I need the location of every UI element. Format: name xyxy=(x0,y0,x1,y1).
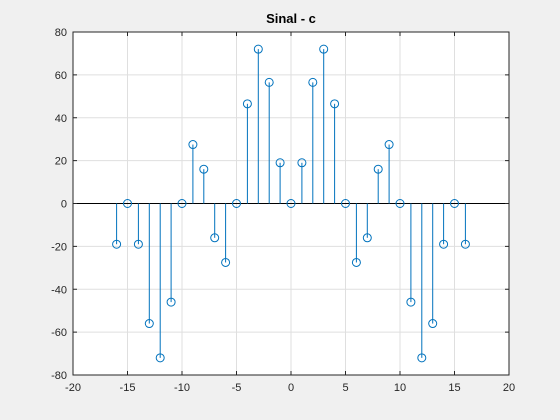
y-tick-label: 80 xyxy=(55,27,67,39)
x-tick-label: 10 xyxy=(394,382,406,394)
y-tick-label: -60 xyxy=(51,327,67,339)
chart-title: Sinal - c xyxy=(266,11,316,26)
stem-marker xyxy=(166,297,176,307)
ticks xyxy=(72,31,510,376)
y-tick-labels: -80 -60 -40 -20 0 20 40 60 80 xyxy=(51,27,67,382)
stem-marker xyxy=(232,199,241,208)
y-tick-label: 20 xyxy=(55,156,67,168)
stem-marker xyxy=(351,257,361,267)
x-tick-label: 0 xyxy=(288,382,294,394)
stem-marker xyxy=(362,233,372,243)
stem-marker xyxy=(275,158,285,168)
x-tick-label: -10 xyxy=(174,382,190,394)
stem-marker xyxy=(264,77,274,87)
y-tick-label: -20 xyxy=(51,241,67,253)
stem-marker xyxy=(395,199,405,208)
stem-marker xyxy=(406,297,416,307)
stem-marker xyxy=(319,44,329,54)
x-tick-label: 5 xyxy=(342,382,348,394)
stems xyxy=(112,44,470,363)
x-tick-label: -15 xyxy=(120,382,136,394)
y-tick-label: -40 xyxy=(51,284,67,296)
x-tick-label: -20 xyxy=(65,382,81,394)
stem-marker xyxy=(112,239,122,249)
stem-marker xyxy=(242,99,252,109)
y-tick-label: 40 xyxy=(55,113,67,125)
x-tick-label: 20 xyxy=(503,382,515,394)
x-tick-label: -5 xyxy=(232,382,242,394)
stem-marker xyxy=(210,233,220,243)
stem-marker xyxy=(123,199,132,208)
stem-marker xyxy=(155,353,165,363)
stem-marker xyxy=(330,99,340,109)
stem-marker xyxy=(297,158,307,168)
stem-marker xyxy=(428,319,438,329)
stem-marker xyxy=(133,239,143,249)
stem-marker xyxy=(188,140,198,150)
stem-marker xyxy=(450,199,459,208)
x-tick-label: 15 xyxy=(448,382,460,394)
stem-marker xyxy=(286,199,296,208)
y-tick-label: -80 xyxy=(51,370,67,382)
y-tick-label: 60 xyxy=(55,70,67,82)
stem-marker xyxy=(460,239,470,249)
y-tick-label: 0 xyxy=(61,199,67,211)
x-tick-labels: -20 -15 -10 -5 0 5 10 15 20 xyxy=(65,382,515,394)
stem-marker xyxy=(199,164,209,174)
stem-marker xyxy=(373,164,383,174)
stem-marker xyxy=(417,353,427,363)
stem-marker xyxy=(384,140,394,150)
stem-marker xyxy=(253,44,263,54)
stem-marker xyxy=(177,199,187,208)
stem-marker xyxy=(341,199,350,208)
stem-marker xyxy=(221,257,231,267)
stem-marker xyxy=(144,319,154,329)
stem-marker xyxy=(439,239,449,249)
stem-marker xyxy=(308,77,318,87)
